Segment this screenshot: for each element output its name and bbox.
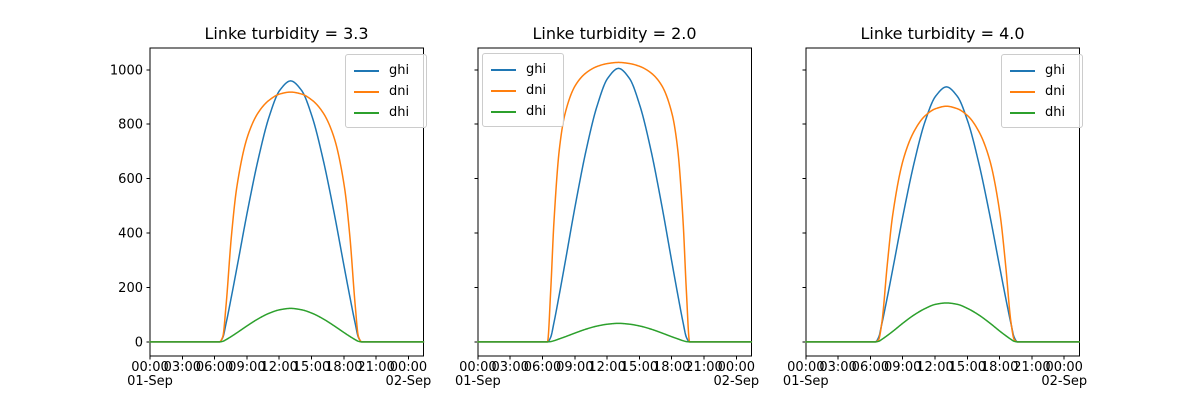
x-tick-label: 03:00 [491, 360, 528, 375]
x-tick-date-label: 01-Sep [127, 374, 173, 389]
legend-item-dhi: dhi [354, 102, 418, 123]
x-tick-label: 12:00 [260, 360, 297, 375]
subplot-2-legend: ghi dni dhi [482, 53, 564, 127]
axes-frame [805, 47, 1080, 357]
subplot-3-title: Linke turbidity = 4.0 [860, 24, 1025, 43]
x-tick-label: 21:00 [1013, 360, 1050, 375]
subplot-2-title: Linke turbidity = 2.0 [532, 24, 697, 43]
x-tick-label: 18:00 [325, 360, 362, 375]
x-tick-label: 03:00 [164, 360, 201, 375]
dhi-curve [477, 322, 753, 343]
x-tick-date-label: 01-Sep [455, 374, 501, 389]
legend-item-dni: dni [1010, 81, 1074, 102]
x-tick-label: 06:00 [524, 360, 561, 375]
x-tick-label: 15:00 [621, 360, 658, 375]
axes-frame [149, 47, 424, 357]
dni-line-swatch [1010, 90, 1035, 93]
x-tick-label: 09:00 [228, 360, 265, 375]
x-tick-label: 12:00 [588, 360, 625, 375]
legend-label-dhi: dhi [1045, 105, 1066, 120]
x-tick-label: 09:00 [884, 360, 921, 375]
x-tick-label: 06:00 [852, 360, 889, 375]
legend-item-ghi: ghi [1010, 60, 1074, 81]
x-tick-label: 09:00 [556, 360, 593, 375]
subplot-1-legend: ghi dni dhi [345, 54, 427, 128]
x-tick-label: 00:00 [718, 360, 755, 375]
legend-label-dni: dni [526, 83, 547, 98]
dni-line-swatch [354, 90, 379, 93]
legend-item-dni: dni [491, 80, 555, 101]
y-tick-label: 400 [118, 227, 143, 242]
legend-label-ghi: ghi [389, 63, 410, 78]
x-tick-label: 15:00 [949, 360, 986, 375]
x-tick-label: 18:00 [981, 360, 1018, 375]
y-tick-label: 800 [118, 118, 143, 133]
legend-item-dhi: dhi [1010, 102, 1074, 123]
legend-label-ghi: ghi [526, 62, 547, 77]
dni-curve [805, 105, 1081, 343]
x-tick-label: 00:00 [131, 360, 168, 375]
ghi-line-swatch [354, 69, 379, 72]
y-tick-label: 0 [135, 335, 143, 350]
legend-label-ghi: ghi [1045, 63, 1066, 78]
x-tick-label: 15:00 [293, 360, 330, 375]
x-tick-date-label: 02-Sep [713, 374, 759, 389]
x-tick-label: 21:00 [357, 360, 394, 375]
subplot-3-legend: ghi dni dhi [1001, 54, 1083, 128]
legend-label-dhi: dhi [389, 105, 410, 120]
legend-item-dni: dni [354, 81, 418, 102]
ghi-line-swatch [1010, 69, 1035, 72]
axes-frame [477, 47, 752, 357]
x-tick-label: 18:00 [653, 360, 690, 375]
x-tick-label: 00:00 [1045, 360, 1082, 375]
legend-item-ghi: ghi [354, 60, 418, 81]
dhi-line-swatch [1010, 111, 1035, 114]
x-tick-date-label: 02-Sep [386, 374, 432, 389]
x-tick-label: 00:00 [390, 360, 427, 375]
subplot-1-title: Linke turbidity = 3.3 [204, 24, 369, 43]
x-tick-label: 00:00 [459, 360, 496, 375]
x-tick-label: 12:00 [916, 360, 953, 375]
legend-item-dhi: dhi [491, 101, 555, 122]
dni-line-swatch [491, 89, 516, 92]
dhi-curve [805, 302, 1081, 343]
y-tick-label: 600 [118, 172, 143, 187]
x-tick-label: 00:00 [787, 360, 824, 375]
y-tick-label: 200 [118, 281, 143, 296]
x-tick-label: 03:00 [819, 360, 856, 375]
x-tick-label: 06:00 [196, 360, 233, 375]
dhi-line-swatch [354, 111, 379, 114]
legend-item-ghi: ghi [491, 59, 555, 80]
x-tick-date-label: 01-Sep [783, 374, 829, 389]
dni-curve [149, 91, 425, 343]
y-tick-label: 1000 [110, 63, 143, 78]
dhi-line-swatch [491, 110, 516, 113]
x-tick-date-label: 02-Sep [1041, 374, 1087, 389]
ghi-line-swatch [491, 68, 516, 71]
x-tick-label: 21:00 [685, 360, 722, 375]
legend-label-dni: dni [1045, 84, 1066, 99]
legend-label-dhi: dhi [526, 104, 547, 119]
legend-label-dni: dni [389, 84, 410, 99]
dhi-curve [149, 307, 425, 343]
